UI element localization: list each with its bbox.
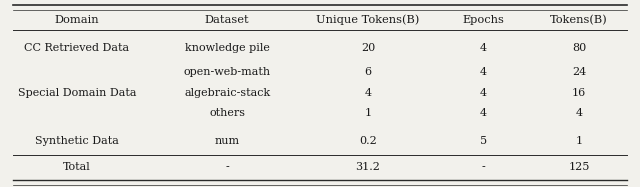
Text: 125: 125 — [568, 162, 590, 172]
Text: algebraic-stack: algebraic-stack — [184, 88, 270, 98]
Text: knowledge pile: knowledge pile — [185, 43, 269, 53]
Text: 0.2: 0.2 — [359, 136, 377, 146]
Text: 4: 4 — [364, 88, 372, 98]
Text: -: - — [481, 162, 485, 172]
Text: Synthetic Data: Synthetic Data — [35, 136, 119, 146]
Text: 1: 1 — [575, 136, 583, 146]
Text: Special Domain Data: Special Domain Data — [17, 88, 136, 98]
Text: 16: 16 — [572, 88, 586, 98]
Text: 6: 6 — [364, 67, 372, 77]
Text: CC Retrieved Data: CC Retrieved Data — [24, 43, 129, 53]
Text: 80: 80 — [572, 43, 586, 53]
Text: 4: 4 — [479, 67, 487, 77]
Text: Epochs: Epochs — [462, 15, 504, 25]
Text: 4: 4 — [575, 108, 583, 118]
Text: 24: 24 — [572, 67, 586, 77]
Text: Tokens(B): Tokens(B) — [550, 14, 608, 25]
Text: 1: 1 — [364, 108, 372, 118]
Text: others: others — [209, 108, 245, 118]
Text: num: num — [214, 136, 240, 146]
Text: 4: 4 — [479, 108, 487, 118]
Text: Domain: Domain — [54, 15, 99, 25]
Text: 31.2: 31.2 — [356, 162, 380, 172]
Text: 4: 4 — [479, 88, 487, 98]
Text: open-web-math: open-web-math — [184, 67, 271, 77]
Text: 5: 5 — [479, 136, 487, 146]
Text: -: - — [225, 162, 229, 172]
Text: Unique Tokens(B): Unique Tokens(B) — [316, 14, 420, 25]
Text: 4: 4 — [479, 43, 487, 53]
Text: Dataset: Dataset — [205, 15, 250, 25]
Text: 20: 20 — [361, 43, 375, 53]
Text: Total: Total — [63, 162, 91, 172]
